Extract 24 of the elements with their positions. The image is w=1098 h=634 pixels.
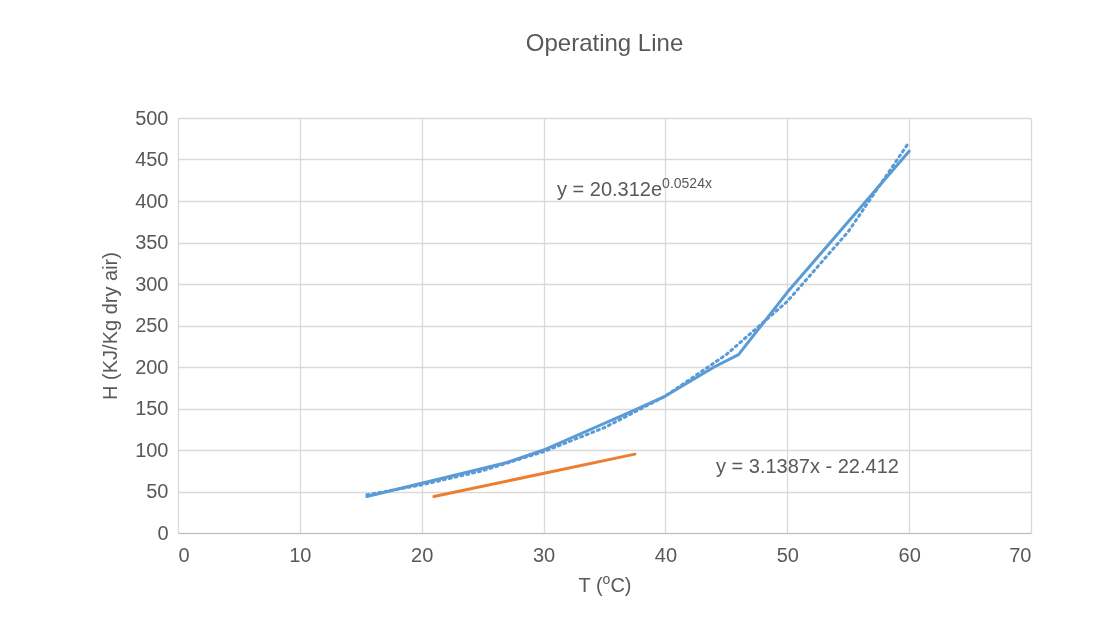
y-axis-title: H (KJ/Kg dry air) bbox=[99, 252, 122, 400]
x-tick-label: 50 bbox=[776, 543, 799, 566]
y-tick-label: 300 bbox=[135, 272, 169, 295]
y-tick-label: 0 bbox=[157, 521, 169, 544]
y-tick-label: 200 bbox=[135, 355, 169, 378]
x-axis-title: T ($^{o}$C) bbox=[578, 570, 632, 596]
y-tick-label: 450 bbox=[135, 148, 169, 170]
x-tick-label: 0 bbox=[178, 543, 190, 566]
y-tick-label: 350 bbox=[135, 231, 169, 253]
y-tick-label: 50 bbox=[146, 480, 169, 502]
y-tick-label: 100 bbox=[135, 438, 169, 461]
annotation: y = 3.1387x - 22.412 bbox=[716, 455, 899, 477]
annotation: y = 20.312e$^{0.0524x}$ bbox=[557, 175, 712, 200]
x-tick-label: 10 bbox=[289, 543, 312, 566]
y-tick-label: 400 bbox=[135, 189, 169, 212]
y-tick-label: 500 bbox=[135, 106, 169, 129]
chart-title: Operating Line bbox=[525, 29, 684, 56]
y-tick-label: 150 bbox=[135, 397, 169, 419]
x-tick-label: 30 bbox=[532, 543, 556, 566]
x-tick-label: 60 bbox=[898, 543, 921, 566]
x-tick-label: 20 bbox=[411, 543, 434, 566]
x-tick-label: 70 bbox=[1009, 543, 1032, 566]
x-tick-label: 40 bbox=[654, 543, 678, 566]
y-tick-label: 250 bbox=[135, 314, 169, 336]
